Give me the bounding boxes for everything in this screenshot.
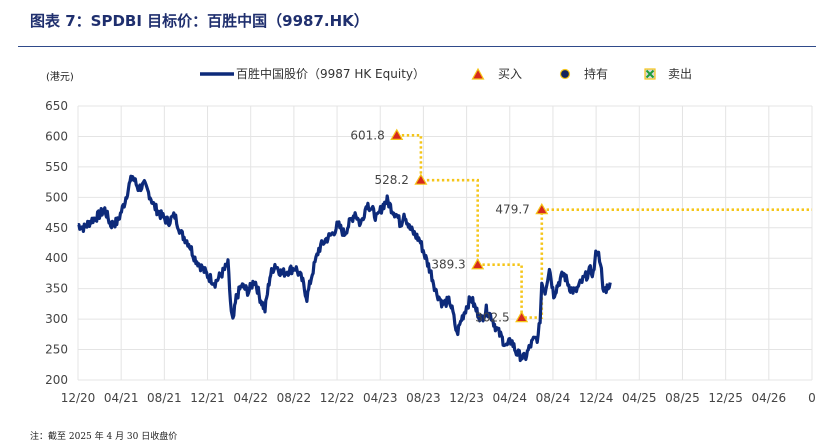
x-tick-label: 08/24	[536, 391, 571, 405]
x-tick-label: 04/24	[492, 391, 527, 405]
grid-lines	[77, 105, 813, 381]
price-series	[77, 174, 612, 363]
buy-marker-icon	[471, 258, 485, 270]
x-tick-label: 12/22	[320, 391, 355, 405]
x-tick-label: 08/23	[406, 391, 441, 405]
x-tick-label: 08/22	[277, 391, 312, 405]
x-tick-label: 12/20	[61, 391, 96, 405]
buy-marker-icon	[414, 173, 428, 185]
x-tick-label: 12/25	[708, 391, 743, 405]
x-tick-label: 08/21	[147, 391, 182, 405]
target-price-label: 601.8	[350, 128, 384, 142]
x-tick-label: 04/22	[233, 391, 268, 405]
price-line	[77, 174, 612, 363]
legend-label-buy: 买入	[498, 67, 522, 81]
buy-marker-icon	[390, 128, 404, 140]
y-tick-label: 550	[45, 160, 68, 174]
target-price-label: 528.2	[375, 173, 409, 187]
target-price-series	[396, 134, 812, 319]
title-divider	[18, 46, 816, 47]
y-tick-label: 350	[45, 282, 68, 296]
buy-marker-icon	[535, 202, 549, 215]
figure-title: 图表 7：SPDBI 目标价：百胜中国（9987.HK）	[30, 12, 369, 30]
target-price-label: 302.5	[475, 311, 509, 325]
y-axis-label: (港元)	[46, 71, 74, 83]
x-tick-label: 08/25	[665, 391, 700, 405]
x-tick-label: 12/24	[579, 391, 614, 405]
x-tick-label: 04/26	[752, 391, 787, 405]
y-tick-label: 300	[45, 312, 68, 326]
y-tick-label: 400	[45, 251, 68, 265]
legend-label-hold: 持有	[584, 66, 608, 81]
x-tick-label: 04/21	[104, 391, 139, 405]
buy-marker-icon	[515, 310, 529, 323]
legend-hold-icon	[559, 68, 571, 80]
target-price-label: 389.3	[431, 258, 465, 272]
y-tick-label: 600	[45, 129, 68, 143]
legend-label-price: 百胜中国股价（9987 HK Equity）	[236, 66, 425, 81]
y-tick-label: 650	[45, 99, 68, 113]
x-tick-label: 0	[808, 391, 816, 405]
target-price-line	[396, 134, 812, 319]
y-tick-label: 250	[45, 343, 68, 357]
legend-label-sell: 卖出	[668, 67, 692, 81]
y-tick-label: 200	[45, 373, 68, 387]
rating-markers: 601.8 528.2 389.3 302.5 479.7	[350, 128, 549, 325]
footnote: 注：截至 2025 年 4 月 30 日收盘价	[30, 432, 178, 442]
axes: 200 250 300 350 400 450 500 550 600 650 12/20 04/21…	[45, 71, 816, 405]
legend-buy-icon	[471, 67, 485, 80]
x-tick-label: 04/25	[622, 391, 657, 405]
legend-sell-cross-icon	[645, 69, 655, 79]
y-tick-label: 500	[45, 190, 68, 204]
y-tick-label: 450	[45, 221, 68, 235]
chart-legend: 百胜中国股价（9987 HK Equity） 买入 持有 卖出	[200, 66, 692, 81]
x-tick-label: 04/23	[363, 391, 398, 405]
x-tick-label: 12/21	[190, 391, 225, 405]
target-price-label: 479.7	[495, 203, 529, 217]
x-tick-label: 12/23	[449, 391, 484, 405]
